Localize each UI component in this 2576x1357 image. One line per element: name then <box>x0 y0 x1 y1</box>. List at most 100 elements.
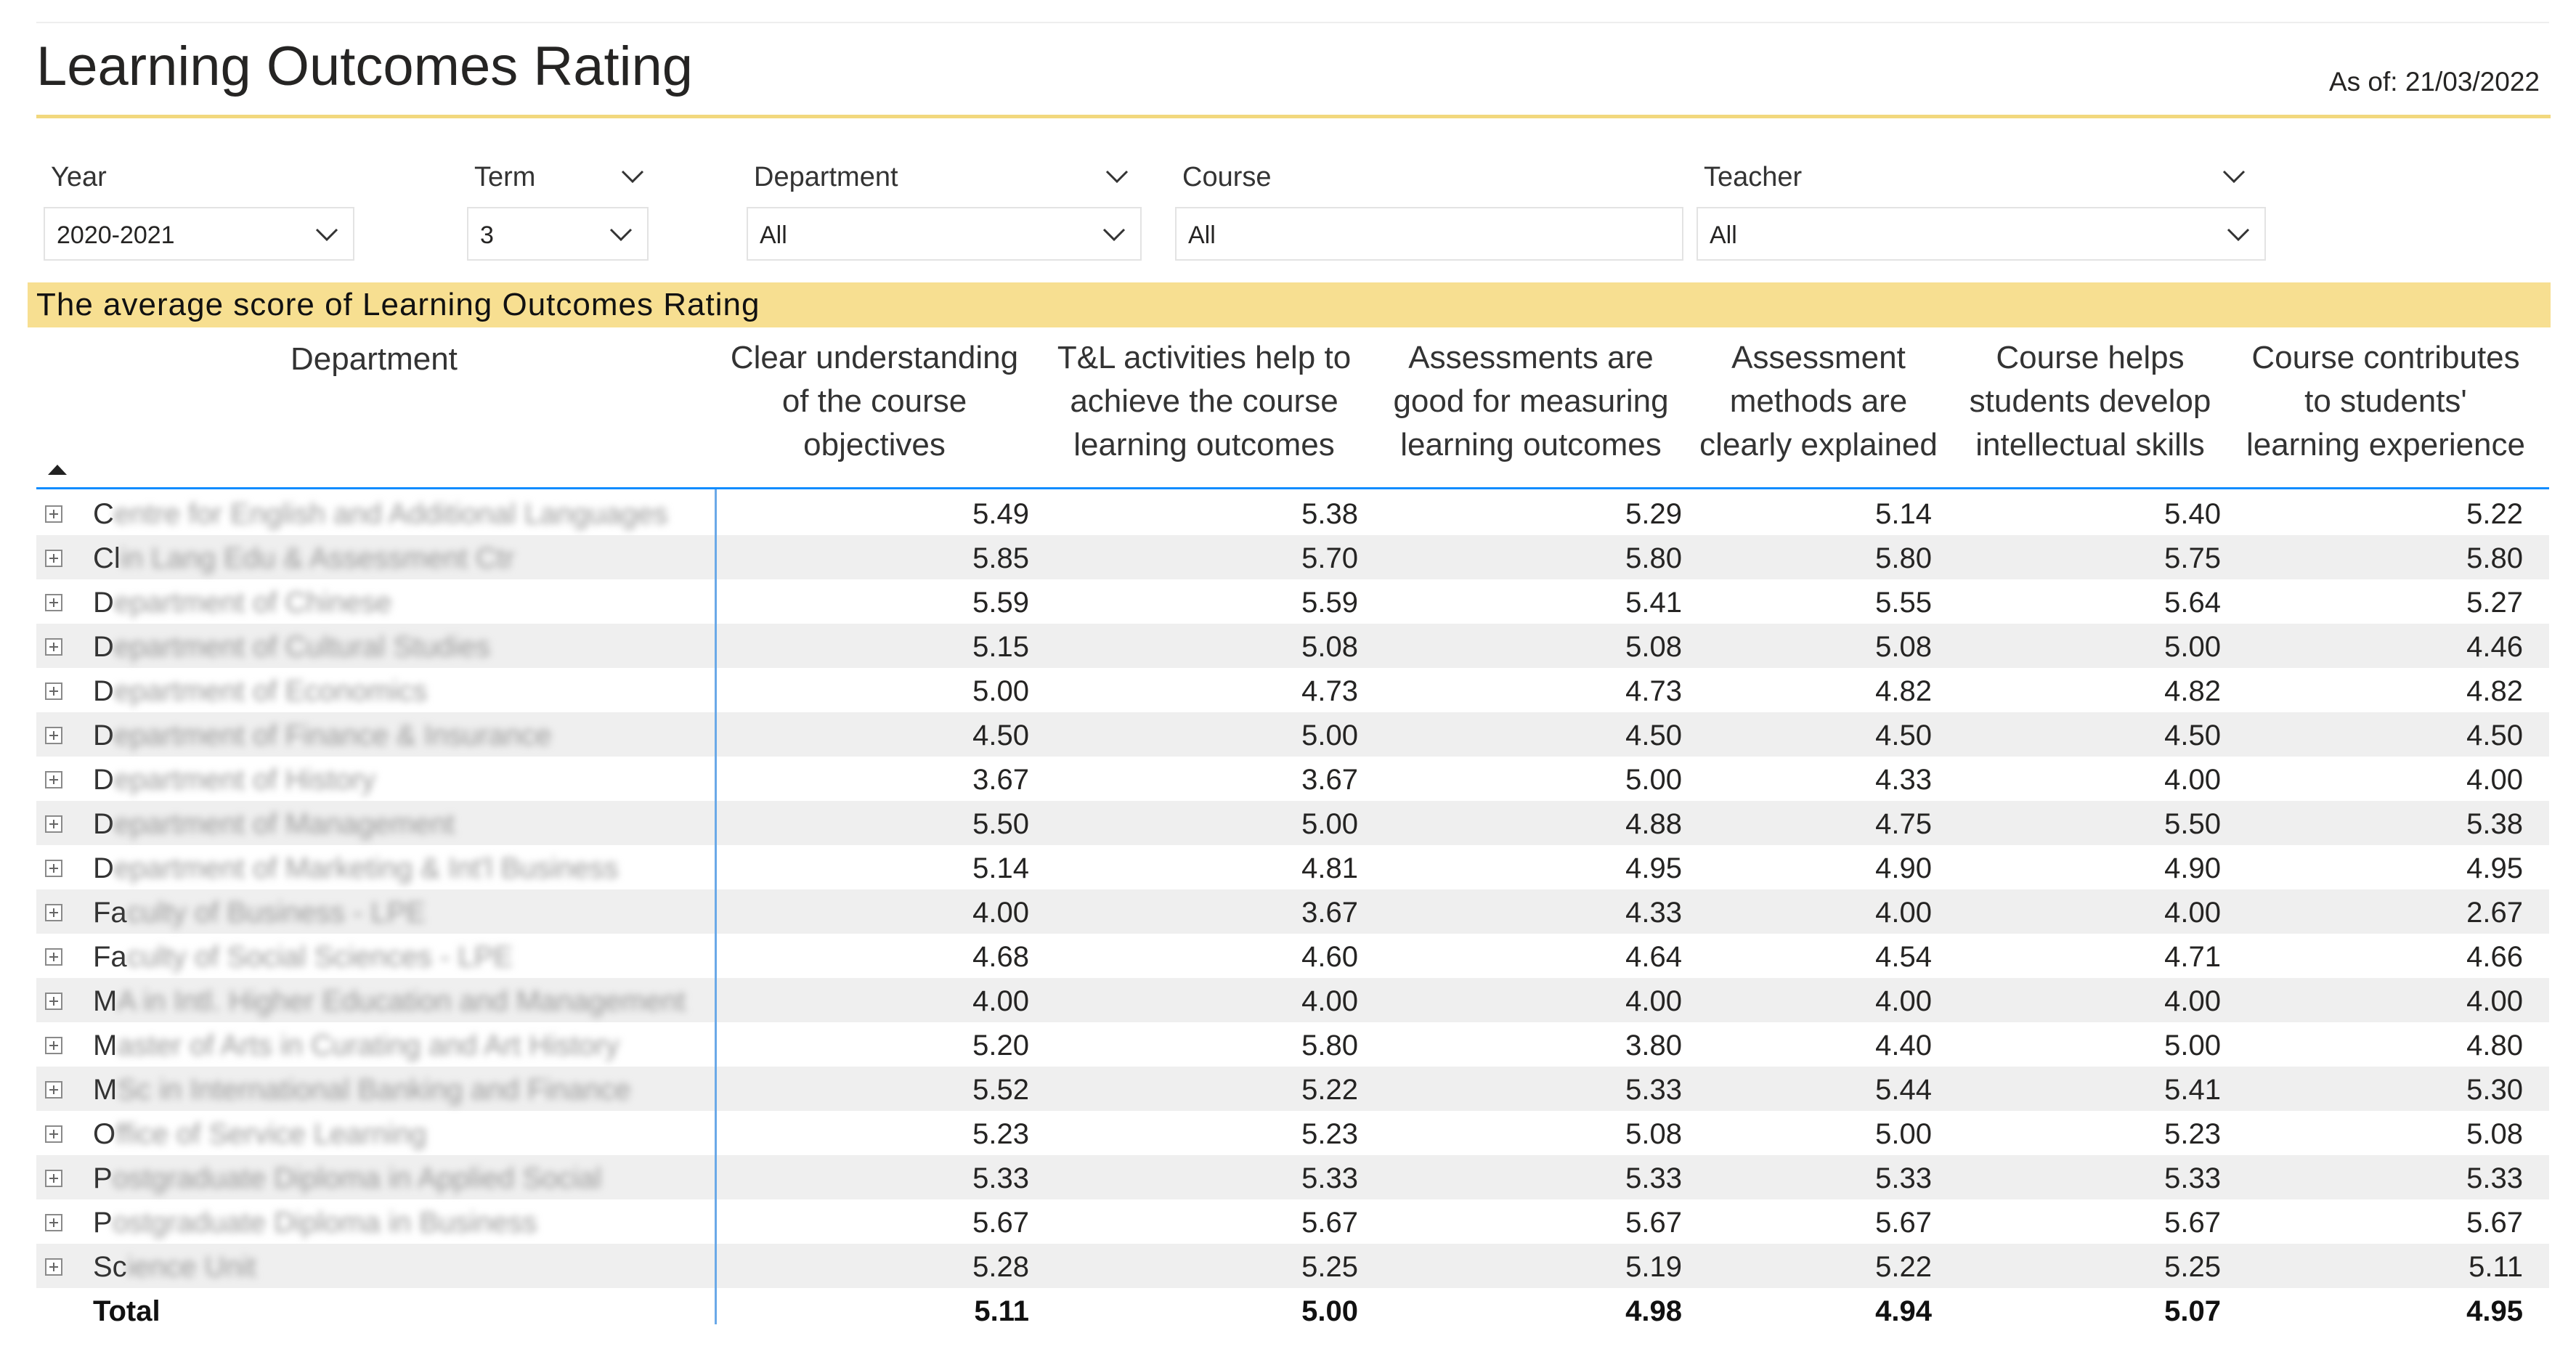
department-name: Department of Chinese <box>93 587 391 619</box>
department-name-redacted: epartment of Chinese <box>113 587 392 619</box>
expand-plus-icon[interactable] <box>45 1170 62 1187</box>
score-cell: 5.15 <box>972 631 1029 663</box>
department-name-redacted: epartment of Economics <box>113 675 428 707</box>
score-cell: 4.50 <box>2466 720 2523 751</box>
chevron-down-icon <box>606 220 635 249</box>
expand-plus-icon[interactable] <box>45 550 62 567</box>
department-name-initial: M <box>93 985 118 1017</box>
score-cell: 5.22 <box>2466 498 2523 530</box>
score-cell: 4.95 <box>2466 1295 2523 1327</box>
expand-plus-icon[interactable] <box>45 948 62 966</box>
department-name: Clin Lang Edu & Assessment Ctr <box>93 542 514 575</box>
score-cell: 4.00 <box>1875 985 1932 1017</box>
score-cell: 5.52 <box>972 1074 1029 1106</box>
expand-plus-icon[interactable] <box>45 505 62 523</box>
expand-plus-icon[interactable] <box>45 771 62 788</box>
expand-plus-icon[interactable] <box>45 904 62 921</box>
score-cell: 4.90 <box>2164 852 2221 884</box>
score-cell: 5.00 <box>1875 1118 1932 1150</box>
score-cell: 5.33 <box>1625 1074 1682 1106</box>
score-cell: 5.25 <box>1301 1251 1358 1283</box>
score-cell: 4.71 <box>2164 941 2221 973</box>
department-name-initial: D <box>93 720 114 751</box>
column-header-2[interactable]: T&L activities help to achieve the course… <box>1044 336 1364 467</box>
score-cell: 4.88 <box>1625 808 1682 840</box>
department-name-redacted: ffice of Service Learning <box>115 1118 427 1150</box>
expand-plus-icon[interactable] <box>45 1214 62 1231</box>
score-cell: 5.59 <box>1301 587 1358 619</box>
chevron-down-icon[interactable] <box>1102 162 1131 191</box>
score-cell: 4.00 <box>1301 985 1358 1017</box>
column-header-line: Assessment <box>1731 340 1906 375</box>
column-header-5[interactable]: Course helps students develop intellectual… <box>1952 336 2228 467</box>
score-cell: 5.29 <box>1625 498 1682 530</box>
department-name-initial: O <box>93 1118 116 1150</box>
teacher-dropdown[interactable]: All <box>1697 207 2266 261</box>
score-cell: 4.54 <box>1875 941 1932 973</box>
score-cell: 5.67 <box>1625 1207 1682 1239</box>
sort-ascending-icon[interactable] <box>48 465 67 475</box>
department-name-initial: D <box>93 764 114 796</box>
course-search-box[interactable]: All <box>1175 207 1683 261</box>
chevron-down-icon[interactable] <box>2219 162 2248 191</box>
score-cell: 5.41 <box>2164 1074 2221 1106</box>
score-cell: 4.94 <box>1875 1295 1932 1327</box>
department-name: Centre for English and Additional Langua… <box>93 498 668 531</box>
score-cell: 5.33 <box>2164 1162 2221 1194</box>
column-separator[interactable] <box>715 489 717 1324</box>
expand-plus-icon[interactable] <box>45 1258 62 1276</box>
expand-plus-icon[interactable] <box>45 727 62 744</box>
expand-plus-icon[interactable] <box>45 993 62 1010</box>
course-label: Course <box>1182 162 1272 192</box>
expand-plus-icon[interactable] <box>45 682 62 700</box>
expand-plus-icon[interactable] <box>45 594 62 611</box>
score-cell: 5.55 <box>1875 587 1932 619</box>
department-name-redacted: epartment of Management <box>113 808 455 840</box>
score-cell: 5.67 <box>972 1207 1029 1239</box>
column-header-4[interactable]: Assessment methods are clearly explained <box>1681 336 1957 467</box>
chevron-down-icon[interactable] <box>618 162 647 191</box>
department-name-redacted: ostgraduate Diploma in Applied Social <box>112 1162 602 1194</box>
score-cell: 4.73 <box>1301 675 1358 707</box>
column-header-6[interactable]: Course contributes to students' learning e… <box>2230 336 2542 467</box>
term-dropdown[interactable]: 3 <box>467 207 649 261</box>
column-header-1[interactable]: Clear understanding of the course objectiv… <box>715 336 1034 467</box>
column-header-department[interactable]: Department <box>290 341 458 377</box>
score-cell: 5.14 <box>1875 498 1932 530</box>
department-name-redacted: epartment of Marketing & Int'l Business <box>113 852 619 884</box>
column-header-line: learning outcomes <box>1400 427 1662 462</box>
table-row: Department of Chinese 5.59 5.59 5.41 5.55 5.6… <box>36 579 2549 624</box>
score-cell: 3.67 <box>1301 764 1358 796</box>
title-divider <box>36 115 2551 118</box>
department-name-initial: P <box>93 1162 113 1194</box>
expand-plus-icon[interactable] <box>45 1125 62 1143</box>
department-name-redacted: epartment of History <box>113 764 376 796</box>
year-dropdown[interactable]: 2020-2021 <box>44 207 354 261</box>
department-name-initial: D <box>93 675 114 707</box>
department-name-initial: D <box>93 631 114 663</box>
score-cell: 4.50 <box>2164 720 2221 751</box>
score-cell: 5.80 <box>2466 542 2523 574</box>
score-cell: 5.38 <box>1301 498 1358 530</box>
expand-plus-icon[interactable] <box>45 1081 62 1099</box>
score-cell: 4.00 <box>1875 897 1932 929</box>
total-label: Total <box>93 1295 161 1327</box>
column-header-line: methods are <box>1729 383 1908 419</box>
score-cell: 5.75 <box>2164 542 2221 574</box>
expand-plus-icon[interactable] <box>45 1037 62 1054</box>
department-dropdown[interactable]: All <box>747 207 1142 261</box>
column-header-3[interactable]: Assessments are good for measuring learnin… <box>1378 336 1683 467</box>
expand-plus-icon[interactable] <box>45 860 62 877</box>
score-cell: 4.75 <box>1875 808 1932 840</box>
table-row: MA in Intl. Higher Education and Managem… <box>36 978 2549 1022</box>
column-header-line: students develop <box>1969 383 2211 419</box>
score-cell: 4.00 <box>2466 985 2523 1017</box>
department-name: Department of Finance & Insurance <box>93 720 551 752</box>
table-row: Centre for English and Additional Langua… <box>36 491 2549 535</box>
column-header-line: to students' <box>2304 383 2467 419</box>
department-name-initial: Fa <box>93 897 127 929</box>
department-name-initial: D <box>93 852 114 884</box>
score-cell: 5.19 <box>1625 1251 1682 1283</box>
expand-plus-icon[interactable] <box>45 815 62 833</box>
expand-plus-icon[interactable] <box>45 638 62 656</box>
